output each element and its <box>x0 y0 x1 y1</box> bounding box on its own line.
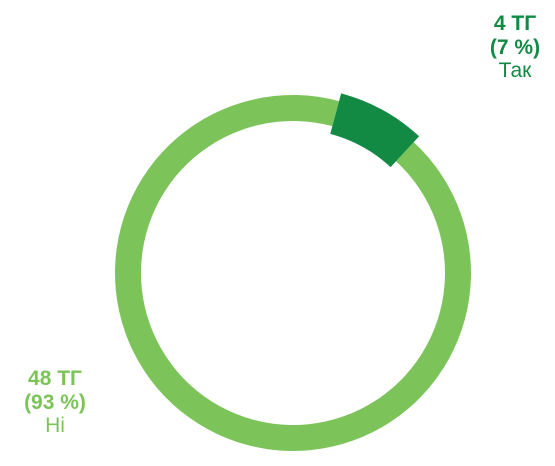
slice-percent-yes: (7 %) <box>489 35 541 59</box>
slice-percent-no: (93 %) <box>24 390 86 414</box>
slice-label-no: 48 ТГ (93 %) Ні <box>0 367 110 438</box>
donut-slice-yes <box>330 93 420 168</box>
slice-label-yes: 4 ТГ (7 %) Так <box>475 12 555 83</box>
slice-name-yes: Так <box>498 59 532 83</box>
slice-name-no: Ні <box>45 414 65 438</box>
slice-value-yes: 4 ТГ <box>493 12 537 35</box>
donut-slice-no <box>115 94 471 451</box>
slice-value-no: 48 ТГ <box>28 367 82 390</box>
